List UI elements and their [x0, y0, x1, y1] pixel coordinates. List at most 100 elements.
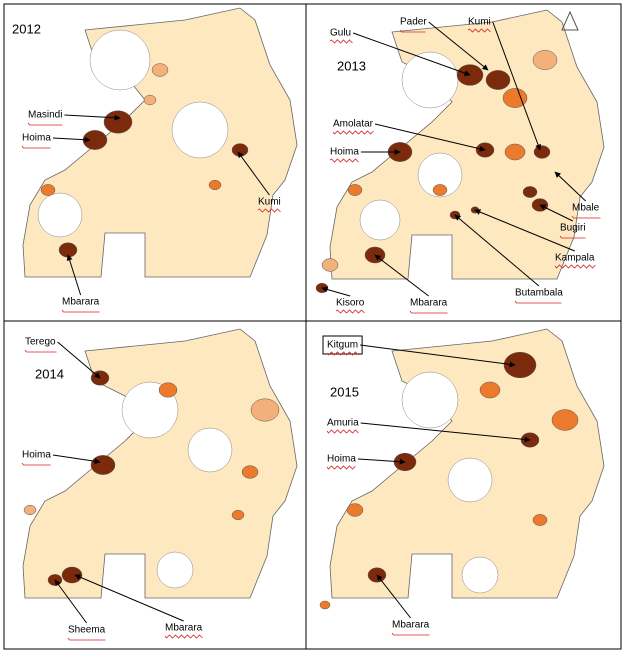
district-label: Kampala: [555, 253, 595, 264]
district: [143, 94, 157, 106]
district-label: Mbarara: [165, 623, 203, 634]
district: [532, 50, 558, 70]
pointer-arrow: [52, 454, 101, 465]
spell-underline: [467, 28, 491, 33]
spell-underline: [27, 122, 63, 126]
spell-underline: [332, 130, 374, 135]
district-blank: [156, 551, 194, 589]
district-label: Kisoro: [336, 298, 365, 309]
spell-underline: [326, 465, 356, 470]
district-label: Kumi: [258, 197, 281, 208]
year-label: 2014: [35, 366, 64, 381]
district: [503, 351, 537, 379]
district: [504, 143, 526, 161]
pointer-arrow: [237, 151, 270, 196]
district-label: Terego: [25, 337, 56, 348]
pointer-arrow: [360, 344, 516, 368]
pointer-arrow: [428, 21, 489, 71]
district-label: Gulu: [330, 28, 351, 39]
year-label: 2013: [337, 58, 366, 73]
outer-frame: [3, 3, 622, 650]
district: [151, 63, 169, 77]
district: [502, 88, 528, 108]
district-blank: [37, 192, 83, 238]
spell-underline: [514, 300, 562, 304]
district-label: Mbarara: [392, 620, 430, 631]
pointer-arrow: [492, 21, 541, 151]
spell-underline: [554, 264, 596, 269]
spell-underline: [399, 29, 426, 33]
district: [61, 566, 83, 584]
pointer-arrow: [52, 136, 91, 143]
district-blank: [359, 199, 401, 241]
district-label: Kitgum: [327, 340, 358, 351]
district: [479, 381, 501, 399]
district-blank: [417, 152, 463, 198]
marks: 2012 Masindi Hoima Kumi Mbarara 2013 Gulu Pader…: [12, 17, 601, 641]
spell-underline: [24, 349, 57, 353]
spell-underline: [61, 309, 100, 313]
district-label: Sheema: [68, 625, 106, 636]
year-label: 2015: [330, 384, 359, 399]
spell-underline: [335, 309, 365, 314]
district-label: Hoima: [22, 450, 51, 461]
spell-underline: [391, 632, 430, 636]
pointer-arrow: [357, 458, 406, 465]
map: [22, 328, 298, 599]
north-arrow: [561, 10, 579, 31]
spell-underline: [67, 637, 106, 641]
district-blank: [171, 101, 229, 159]
district-blank: [447, 457, 493, 503]
pointer-arrow: [64, 114, 121, 121]
maps: [22, 7, 605, 610]
pointer-arrow: [539, 204, 574, 222]
district: [208, 179, 222, 191]
spell-underline: [21, 145, 51, 149]
pointer-arrow: [57, 341, 101, 379]
year-label: 2012: [12, 21, 41, 36]
district: [90, 455, 116, 475]
district-label: Masindi: [28, 110, 62, 121]
spell-underline: [559, 235, 586, 239]
spell-underline: [164, 634, 203, 639]
spell-underline: [409, 310, 448, 314]
map: [329, 9, 605, 280]
district-blank: [89, 29, 151, 91]
district-label: Hoima: [330, 147, 359, 158]
district-label: Kumi: [468, 17, 491, 28]
pointer-arrow: [376, 574, 412, 619]
spell-underline: [257, 208, 281, 213]
pointer-arrow: [474, 209, 575, 252]
district-label: Amuria: [327, 418, 359, 429]
district-blank: [401, 371, 459, 429]
pointer-arrow: [454, 214, 540, 287]
spell-underline: [21, 462, 51, 466]
pointer-arrow: [321, 286, 351, 297]
district-label: Mbarara: [62, 297, 100, 308]
district: [485, 70, 511, 90]
pointer-arrow: [66, 254, 82, 296]
district: [533, 145, 551, 159]
district: [23, 504, 37, 516]
district-label: Mbale: [572, 203, 600, 214]
district: [250, 398, 280, 422]
district: [346, 503, 364, 517]
spell-underline: [571, 215, 601, 219]
district: [158, 382, 178, 398]
country-outline: [329, 9, 605, 280]
district: [321, 258, 339, 272]
district: [40, 184, 56, 196]
spell-underline: [326, 429, 359, 434]
district: [522, 186, 538, 198]
spell-underline: [329, 39, 353, 44]
district-blank: [187, 427, 233, 473]
pointer-arrow: [374, 123, 486, 152]
district-label: Bugiri: [560, 223, 586, 234]
spell-underline: [329, 158, 359, 163]
district-label: Hoima: [327, 454, 356, 465]
district: [432, 184, 448, 196]
district: [319, 600, 331, 610]
pointer-arrow: [352, 32, 471, 76]
district-label: Hoima: [22, 133, 51, 144]
